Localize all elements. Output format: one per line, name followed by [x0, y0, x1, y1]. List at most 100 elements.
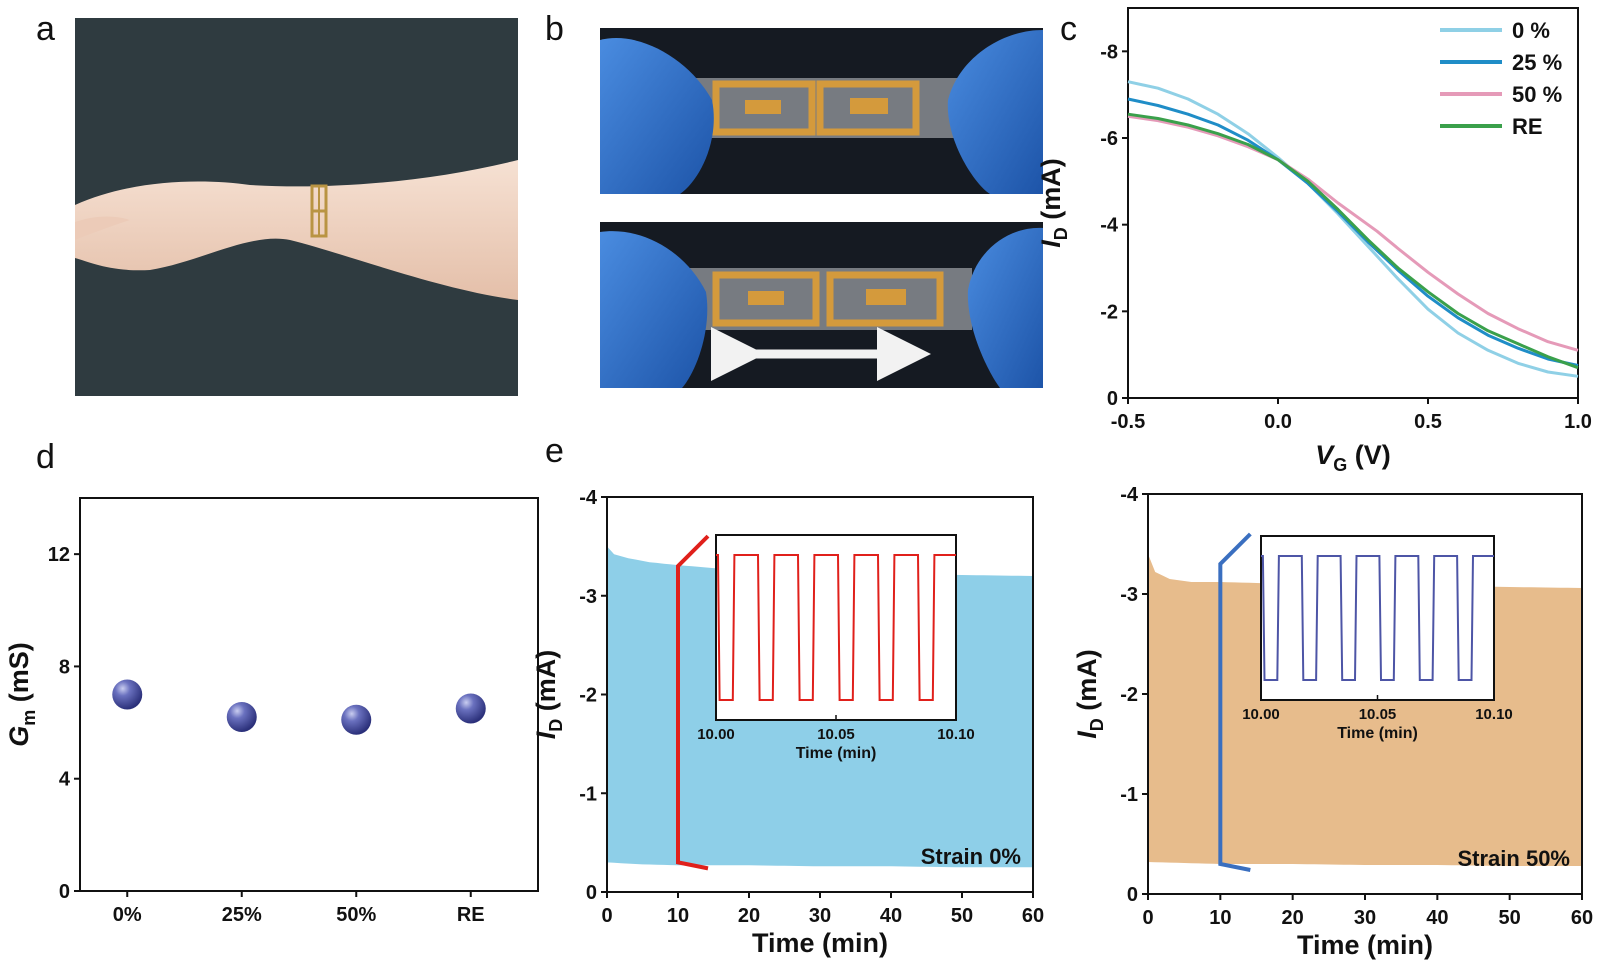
y-tick-label: -3: [579, 586, 597, 608]
y-tick-label: 12: [48, 544, 70, 566]
plot-frame: [1127, 7, 1579, 399]
series-line: [1127, 112, 1579, 370]
y-axis-label-unit: (mA): [531, 650, 561, 719]
y-tick-label: -2: [1120, 684, 1138, 706]
y-tick-label: -1: [1120, 784, 1138, 806]
x-tick-label: 0: [1142, 907, 1153, 929]
y-tick-label: -4: [579, 487, 598, 509]
y-axis-label-unit: (mA): [1036, 158, 1066, 227]
transconductance-chart: 0 4 8 12 0% 25% 50% RE Gm (mS): [4, 497, 539, 926]
panel-label-c: c: [1060, 10, 1077, 48]
transfer-curve-chart: -0.5 0.0 0.5 1.0 0 -2 -4 -6 -8 VG (V) ID (mA) 0 % 25…: [1036, 7, 1592, 475]
panel-label-e: e: [545, 432, 564, 470]
wrist-device: [310, 184, 328, 238]
stretch-photo-stretched: [600, 222, 1043, 388]
y-axis-label-unit: (mA): [1072, 649, 1102, 718]
x-axis-label-main: V: [1315, 440, 1335, 470]
inset-x-axis-label: Time (min): [796, 745, 877, 762]
x-tick-label: RE: [457, 904, 485, 926]
legend-label: RE: [1512, 114, 1543, 139]
y-axis-label: ID (mA): [1036, 158, 1071, 248]
inset-x-tick-label: 10.05: [1359, 706, 1397, 723]
data-point: [341, 704, 372, 735]
inset-trace: [1261, 555, 1494, 681]
y-tick-label: -6: [1100, 128, 1118, 150]
y-tick-label: -3: [1120, 584, 1138, 606]
series-line: [1127, 97, 1579, 367]
cycling-chart-strain-0: 0 10 20 30 40 50 60 0 -1 -2 -3 -4 Time (min) ID (mA) 1…: [531, 487, 1044, 958]
y-tick-label: 0: [586, 882, 597, 904]
data-point: [455, 693, 486, 724]
y-axis-label-main: I: [531, 731, 561, 739]
x-tick-label: 25%: [222, 904, 262, 926]
x-tick-label: 50%: [336, 904, 376, 926]
y-axis-label: ID (mA): [531, 650, 566, 740]
panel-label-d: d: [36, 438, 55, 476]
y-tick-label: -4: [1100, 215, 1119, 237]
inset-x-tick-label: 10.00: [697, 726, 735, 743]
cycling-chart-strain-50: 0 10 20 30 40 50 60 0 -1 -2 -3 -4 Time (min) ID (mA) 1…: [1072, 484, 1593, 960]
zoom-bracket: [676, 534, 710, 871]
data-point: [112, 679, 143, 710]
plot-frame: [79, 497, 539, 892]
x-tick-label: 60: [1022, 905, 1044, 927]
y-tick-label: -8: [1100, 41, 1118, 63]
legend-label: 25 %: [1512, 50, 1562, 75]
wrist-photo: [75, 18, 518, 396]
panel-label-a: a: [36, 10, 55, 48]
legend-label: Strain 50%: [1458, 846, 1571, 871]
x-tick-label: 0%: [113, 904, 142, 926]
x-axis-label-subscript: G: [1333, 455, 1347, 475]
y-tick-label: -2: [1100, 301, 1118, 323]
y-tick-label: 0: [59, 881, 70, 903]
y-tick-label: 0: [1107, 388, 1118, 410]
x-tick-label: 30: [809, 905, 831, 927]
x-tick-label: 0.5: [1414, 411, 1442, 433]
y-axis-label-subscript: D: [1087, 718, 1107, 731]
data-point: [226, 701, 257, 732]
y-axis-label: ID (mA): [1072, 649, 1107, 739]
inset-x-tick-label: 10.00: [1242, 706, 1280, 723]
x-tick-label: 10: [1209, 907, 1231, 929]
inset-x-tick-label: 10.05: [817, 726, 855, 743]
y-axis-label-main: I: [1072, 731, 1102, 739]
series-line: [1127, 80, 1579, 378]
y-axis-label-main: G: [4, 726, 34, 747]
x-axis-label: Time (min): [752, 928, 888, 958]
legend: 0 % 25 % 50 % RE: [1440, 18, 1562, 139]
x-tick-label: 30: [1354, 907, 1376, 929]
x-tick-label: 50: [1499, 907, 1521, 929]
x-axis-label: VG (V): [1315, 440, 1391, 475]
x-tick-label: 10: [667, 905, 689, 927]
x-tick-label: -0.5: [1111, 411, 1145, 433]
zoom-bracket: [1218, 532, 1252, 872]
legend-label: 50 %: [1512, 82, 1562, 107]
x-axis-label-unit: (V): [1347, 440, 1391, 470]
y-tick-label: 4: [59, 769, 71, 791]
series-line: [1127, 114, 1579, 352]
stretch-photo-relaxed: [600, 28, 1043, 194]
x-tick-label: 40: [880, 905, 902, 927]
inset-x-tick-label: 10.10: [1475, 706, 1513, 723]
x-tick-label: 0.0: [1264, 411, 1292, 433]
x-tick-label: 20: [1282, 907, 1304, 929]
panel-label-b: b: [545, 10, 564, 48]
y-axis-label-subscript: D: [546, 719, 566, 732]
inset-frame: [1260, 535, 1495, 701]
x-tick-label: 50: [951, 905, 973, 927]
x-tick-label: 0: [601, 905, 612, 927]
inset-x-tick-label: 10.10: [937, 726, 975, 743]
inset-frame: [715, 534, 957, 721]
y-tick-label: -2: [579, 685, 597, 707]
y-axis-label-main: I: [1036, 240, 1066, 248]
inset-x-axis-label: Time (min): [1337, 725, 1418, 742]
legend-label: 0 %: [1512, 18, 1550, 43]
y-axis-label-unit: (mS): [4, 642, 34, 710]
x-tick-label: 40: [1426, 907, 1448, 929]
legend-label: Strain 0%: [921, 844, 1021, 869]
y-tick-label: -1: [579, 783, 597, 805]
x-axis-label: Time (min): [1297, 930, 1433, 960]
y-tick-label: -4: [1120, 484, 1139, 506]
x-tick-label: 60: [1571, 907, 1593, 929]
